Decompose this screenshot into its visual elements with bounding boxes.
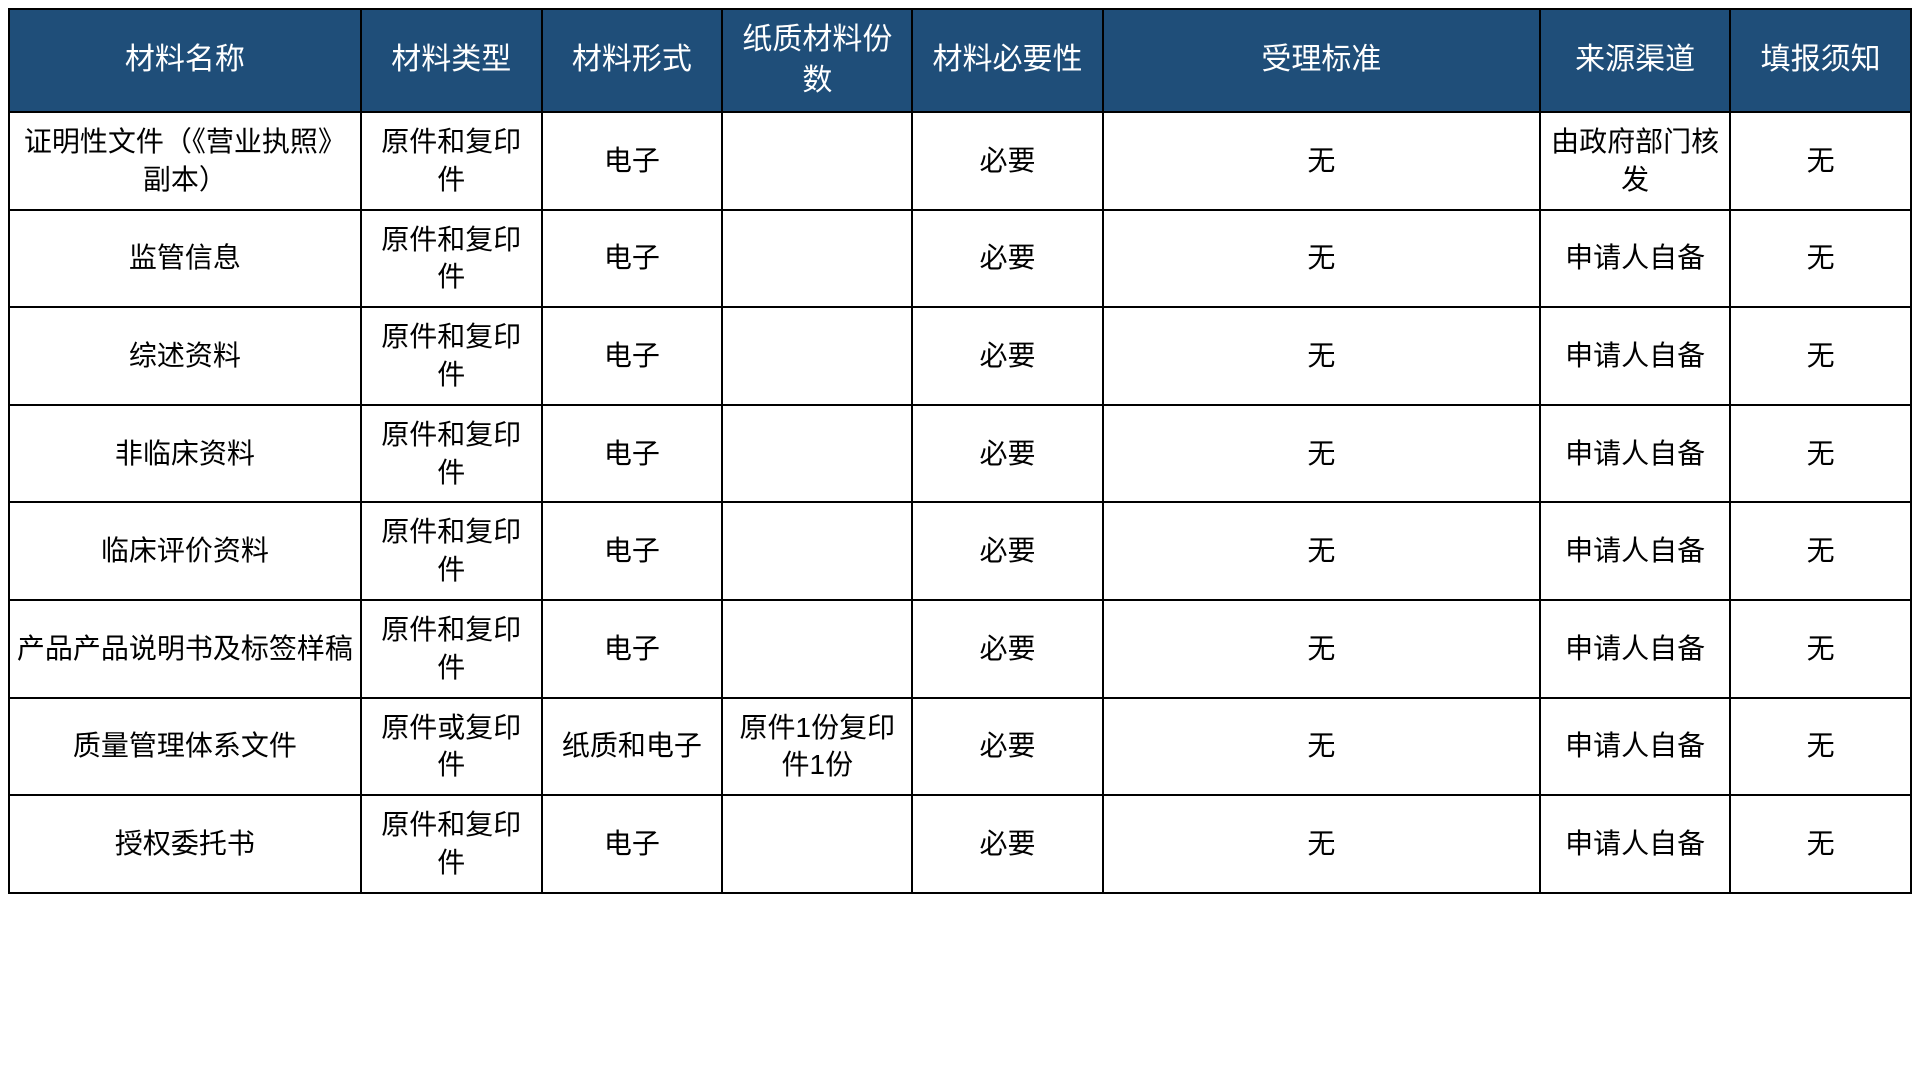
- col-header: 纸质材料份数: [722, 9, 912, 112]
- cell: 无: [1103, 112, 1540, 210]
- col-header: 填报须知: [1730, 9, 1911, 112]
- cell: 必要: [912, 307, 1102, 405]
- table-row: 产品产品说明书及标签样稿 原件和复印件 电子 必要 无 申请人自备 无: [9, 600, 1911, 698]
- cell: 必要: [912, 600, 1102, 698]
- header-row: 材料名称 材料类型 材料形式 纸质材料份数 材料必要性 受理标准 来源渠道 填报…: [9, 9, 1911, 112]
- cell: 电子: [542, 210, 723, 308]
- cell: 原件和复印件: [361, 795, 542, 893]
- cell: 必要: [912, 210, 1102, 308]
- table-header: 材料名称 材料类型 材料形式 纸质材料份数 材料必要性 受理标准 来源渠道 填报…: [9, 9, 1911, 112]
- materials-table: 材料名称 材料类型 材料形式 纸质材料份数 材料必要性 受理标准 来源渠道 填报…: [8, 8, 1912, 894]
- table-row: 监管信息 原件和复印件 电子 必要 无 申请人自备 无: [9, 210, 1911, 308]
- table-body: 证明性文件（《营业执照》副本） 原件和复印件 电子 必要 无 由政府部门核发 无…: [9, 112, 1911, 893]
- cell: 监管信息: [9, 210, 361, 308]
- cell: 无: [1730, 698, 1911, 796]
- cell: [722, 307, 912, 405]
- cell: 原件和复印件: [361, 210, 542, 308]
- table-row: 综述资料 原件和复印件 电子 必要 无 申请人自备 无: [9, 307, 1911, 405]
- cell: [722, 502, 912, 600]
- cell: 无: [1103, 502, 1540, 600]
- cell: 无: [1103, 307, 1540, 405]
- col-header: 受理标准: [1103, 9, 1540, 112]
- cell: 临床评价资料: [9, 502, 361, 600]
- cell: 综述资料: [9, 307, 361, 405]
- cell: 无: [1730, 600, 1911, 698]
- cell: 无: [1730, 502, 1911, 600]
- cell: 原件和复印件: [361, 307, 542, 405]
- table-row: 授权委托书 原件和复印件 电子 必要 无 申请人自备 无: [9, 795, 1911, 893]
- col-header: 材料必要性: [912, 9, 1102, 112]
- cell: 电子: [542, 112, 723, 210]
- cell: 无: [1103, 600, 1540, 698]
- cell: 必要: [912, 502, 1102, 600]
- cell: [722, 112, 912, 210]
- cell: 原件和复印件: [361, 600, 542, 698]
- cell: 申请人自备: [1540, 698, 1730, 796]
- cell: 申请人自备: [1540, 405, 1730, 503]
- cell: 无: [1730, 210, 1911, 308]
- table-row: 临床评价资料 原件和复印件 电子 必要 无 申请人自备 无: [9, 502, 1911, 600]
- cell: 授权委托书: [9, 795, 361, 893]
- cell: 申请人自备: [1540, 307, 1730, 405]
- col-header: 来源渠道: [1540, 9, 1730, 112]
- cell: 电子: [542, 405, 723, 503]
- cell: 无: [1730, 112, 1911, 210]
- cell: 非临床资料: [9, 405, 361, 503]
- table-row: 非临床资料 原件和复印件 电子 必要 无 申请人自备 无: [9, 405, 1911, 503]
- cell: 申请人自备: [1540, 210, 1730, 308]
- table-row: 证明性文件（《营业执照》副本） 原件和复印件 电子 必要 无 由政府部门核发 无: [9, 112, 1911, 210]
- cell: 电子: [542, 600, 723, 698]
- cell: [722, 795, 912, 893]
- col-header: 材料形式: [542, 9, 723, 112]
- table-row: 质量管理体系文件 原件或复印件 纸质和电子 原件1份复印件1份 必要 无 申请人…: [9, 698, 1911, 796]
- cell: 必要: [912, 112, 1102, 210]
- cell: 产品产品说明书及标签样稿: [9, 600, 361, 698]
- cell: 无: [1730, 795, 1911, 893]
- cell: 无: [1730, 405, 1911, 503]
- cell: 申请人自备: [1540, 600, 1730, 698]
- cell: 无: [1103, 210, 1540, 308]
- cell: 原件和复印件: [361, 502, 542, 600]
- cell: [722, 210, 912, 308]
- cell: 纸质和电子: [542, 698, 723, 796]
- cell: 申请人自备: [1540, 795, 1730, 893]
- cell: 无: [1730, 307, 1911, 405]
- cell: 必要: [912, 698, 1102, 796]
- cell: 原件或复印件: [361, 698, 542, 796]
- cell: [722, 600, 912, 698]
- cell: 电子: [542, 307, 723, 405]
- col-header: 材料类型: [361, 9, 542, 112]
- cell: 无: [1103, 698, 1540, 796]
- cell: 无: [1103, 795, 1540, 893]
- cell: 电子: [542, 502, 723, 600]
- cell: 申请人自备: [1540, 502, 1730, 600]
- cell: 质量管理体系文件: [9, 698, 361, 796]
- cell: 无: [1103, 405, 1540, 503]
- col-header: 材料名称: [9, 9, 361, 112]
- cell: 证明性文件（《营业执照》副本）: [9, 112, 361, 210]
- cell: [722, 405, 912, 503]
- cell: 由政府部门核发: [1540, 112, 1730, 210]
- cell: 原件和复印件: [361, 112, 542, 210]
- cell: 必要: [912, 405, 1102, 503]
- cell: 电子: [542, 795, 723, 893]
- cell: 必要: [912, 795, 1102, 893]
- cell: 原件1份复印件1份: [722, 698, 912, 796]
- cell: 原件和复印件: [361, 405, 542, 503]
